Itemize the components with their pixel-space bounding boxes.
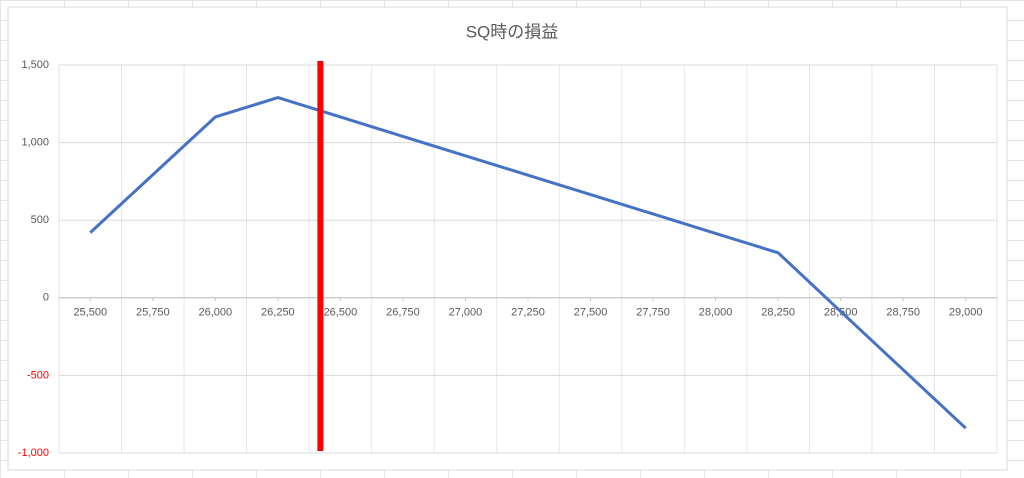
x-tick-label: 28,750 [886, 307, 920, 319]
y-tick-label: -500 [27, 369, 49, 381]
x-tick-label: 28,000 [699, 307, 733, 319]
x-tick-label: 29,000 [949, 307, 983, 319]
x-tick-label: 27,500 [574, 307, 608, 319]
x-tick-label: 27,250 [511, 307, 545, 319]
x-tick-label: 27,000 [449, 307, 483, 319]
x-tick-label: 26,750 [386, 307, 420, 319]
y-tick-label: 500 [31, 214, 49, 226]
y-tick-label: 1,000 [21, 137, 49, 149]
chart-title: SQ時の損益 [466, 22, 559, 41]
series-line [89, 96, 967, 430]
y-tick-label: -1,000 [18, 447, 49, 459]
x-tick-label: 25,750 [136, 307, 170, 319]
x-tick-label: 26,000 [199, 307, 233, 319]
y-tick-label: 1,500 [21, 59, 49, 71]
x-tick-label: 27,750 [636, 307, 670, 319]
x-tick-label: 25,500 [73, 307, 107, 319]
x-tick-label: 28,250 [761, 307, 795, 319]
y-tick-label: 0 [43, 292, 49, 304]
x-tick-label: 26,500 [324, 307, 358, 319]
chart-area [7, 6, 1008, 471]
x-tick-label: 26,250 [261, 307, 295, 319]
